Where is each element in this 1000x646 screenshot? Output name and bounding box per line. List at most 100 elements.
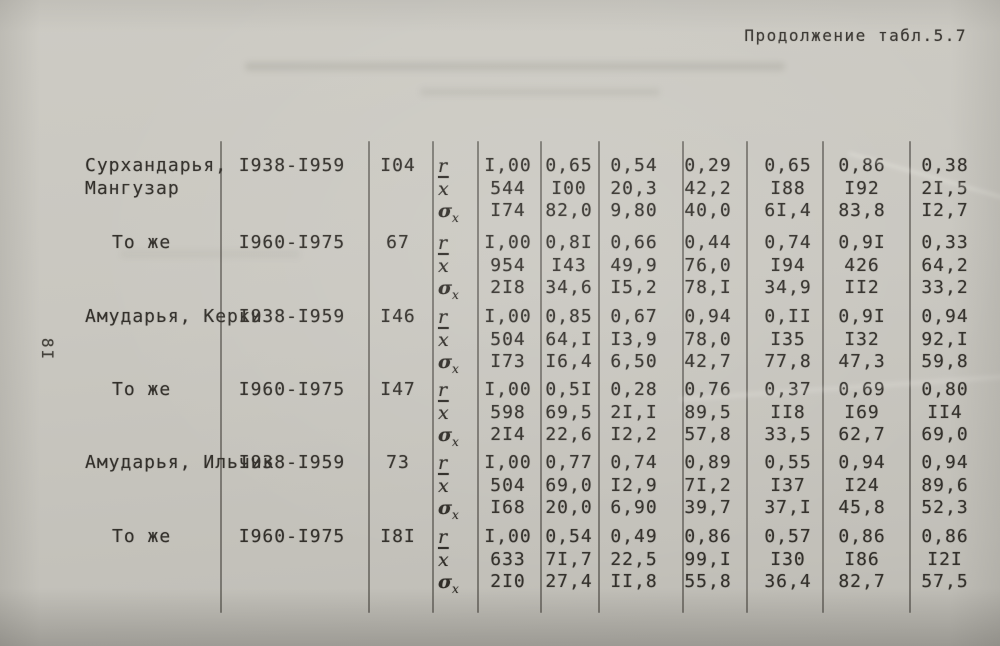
value-cell: 82,7 (838, 571, 886, 592)
value-cell: I00 (551, 177, 587, 199)
value-cell: 598 (490, 401, 526, 423)
table-continuation-label: Продолжение табл.5.7 (744, 26, 967, 45)
stat-label-x-mean: x (438, 548, 449, 571)
station-name: Амударья, Керки (85, 306, 263, 327)
value-cell: 0,80 (921, 379, 969, 400)
value-cell: I30 (770, 548, 806, 570)
value-cell: 0,28 (610, 379, 658, 400)
sample-count: I04 (380, 155, 416, 176)
value-cell: 57,5 (921, 571, 969, 592)
stat-label-x-mean: x (438, 474, 449, 497)
value-cell: 2I8 (490, 277, 526, 298)
station-name: Мангузар (85, 178, 180, 199)
value-cell: 0,49 (610, 526, 658, 547)
value-cell: 2I4 (490, 424, 526, 445)
stat-label-sigma-x: σx (438, 497, 459, 522)
value-cell: 27,4 (545, 571, 593, 592)
value-cell: 22,5 (610, 548, 658, 570)
stat-label-x-mean: x (438, 177, 449, 200)
value-cell: 22,6 (545, 424, 593, 445)
value-cell: I2,7 (921, 200, 969, 221)
value-cell: 47,3 (838, 351, 886, 372)
table-column-rule (909, 141, 911, 613)
value-cell: I3,9 (610, 328, 658, 350)
value-cell: 0,76 (684, 379, 732, 400)
value-cell: 49,9 (610, 254, 658, 276)
value-cell: 2I,5 (921, 177, 969, 199)
value-cell: 633 (490, 548, 526, 570)
value-cell: II,8 (610, 571, 658, 592)
value-cell: I,00 (484, 526, 532, 547)
value-cell: I37 (770, 474, 806, 496)
value-cell: 0,55 (764, 452, 812, 473)
value-cell: 7I,2 (684, 474, 732, 496)
value-cell: I69 (844, 401, 880, 423)
value-cell: 0,66 (610, 232, 658, 253)
value-cell: 544 (490, 177, 526, 199)
sample-count: 67 (386, 232, 410, 253)
table-column-rule (598, 141, 600, 613)
value-cell: I,00 (484, 155, 532, 176)
stat-label-r: r (438, 526, 448, 548)
value-cell: I2I (927, 548, 963, 570)
value-cell: I6,4 (545, 351, 593, 372)
value-cell: II8 (770, 401, 806, 423)
value-cell: 6,50 (610, 351, 658, 372)
stat-label-r: r (438, 379, 448, 401)
sample-count: I46 (380, 306, 416, 327)
value-cell: I88 (770, 177, 806, 199)
value-cell: I5,2 (610, 277, 658, 298)
value-cell: I24 (844, 474, 880, 496)
value-cell: 504 (490, 328, 526, 350)
value-cell: 59,8 (921, 351, 969, 372)
value-cell: 0,54 (610, 155, 658, 176)
value-cell: I,00 (484, 452, 532, 473)
stat-label-sigma-x: σx (438, 424, 459, 449)
station-name: Сурхандарья, (85, 155, 228, 176)
value-cell: 69,0 (545, 474, 593, 496)
stat-label-x-mean: x (438, 254, 449, 277)
value-cell: 33,5 (764, 424, 812, 445)
value-cell: 78,0 (684, 328, 732, 350)
value-cell: 0,86 (921, 526, 969, 547)
stat-label-x-mean: x (438, 401, 449, 424)
value-cell: 55,8 (684, 571, 732, 592)
stat-label-r: r (438, 306, 448, 328)
value-cell: 0,44 (684, 232, 732, 253)
value-cell: 426 (844, 254, 880, 276)
station-name: То же (112, 379, 172, 400)
table-column-rule (477, 141, 479, 613)
stat-label-sigma-x: σx (438, 200, 459, 225)
value-cell: 57,8 (684, 424, 732, 445)
bleed-through-text (120, 250, 300, 258)
table-column-rule (822, 141, 824, 613)
value-cell: 0,5I (545, 379, 593, 400)
value-cell: 89,5 (684, 401, 732, 423)
value-cell: 99,I (684, 548, 732, 570)
stat-label-x-mean: x (438, 328, 449, 351)
value-cell: 7I,7 (545, 548, 593, 570)
value-cell: 0,69 (838, 379, 886, 400)
value-cell: I68 (490, 497, 526, 518)
value-cell: 34,6 (545, 277, 593, 298)
value-cell: 0,65 (764, 155, 812, 176)
value-cell: I,00 (484, 306, 532, 327)
value-cell: 37,I (764, 497, 812, 518)
table-column-rule (682, 141, 684, 613)
value-cell: 2I,I (610, 401, 658, 423)
sample-count: I8I (380, 526, 416, 547)
sample-count: 73 (386, 452, 410, 473)
value-cell: 39,7 (684, 497, 732, 518)
value-cell: I,00 (484, 232, 532, 253)
value-cell: 0,94 (921, 306, 969, 327)
value-cell: 0,94 (838, 452, 886, 473)
value-cell: 20,0 (545, 497, 593, 518)
sample-count: I47 (380, 379, 416, 400)
stat-label-r: r (438, 155, 448, 177)
value-cell: 9,80 (610, 200, 658, 221)
stat-label-sigma-x: σx (438, 351, 459, 376)
table-column-rule (368, 141, 370, 613)
value-cell: 0,94 (921, 452, 969, 473)
